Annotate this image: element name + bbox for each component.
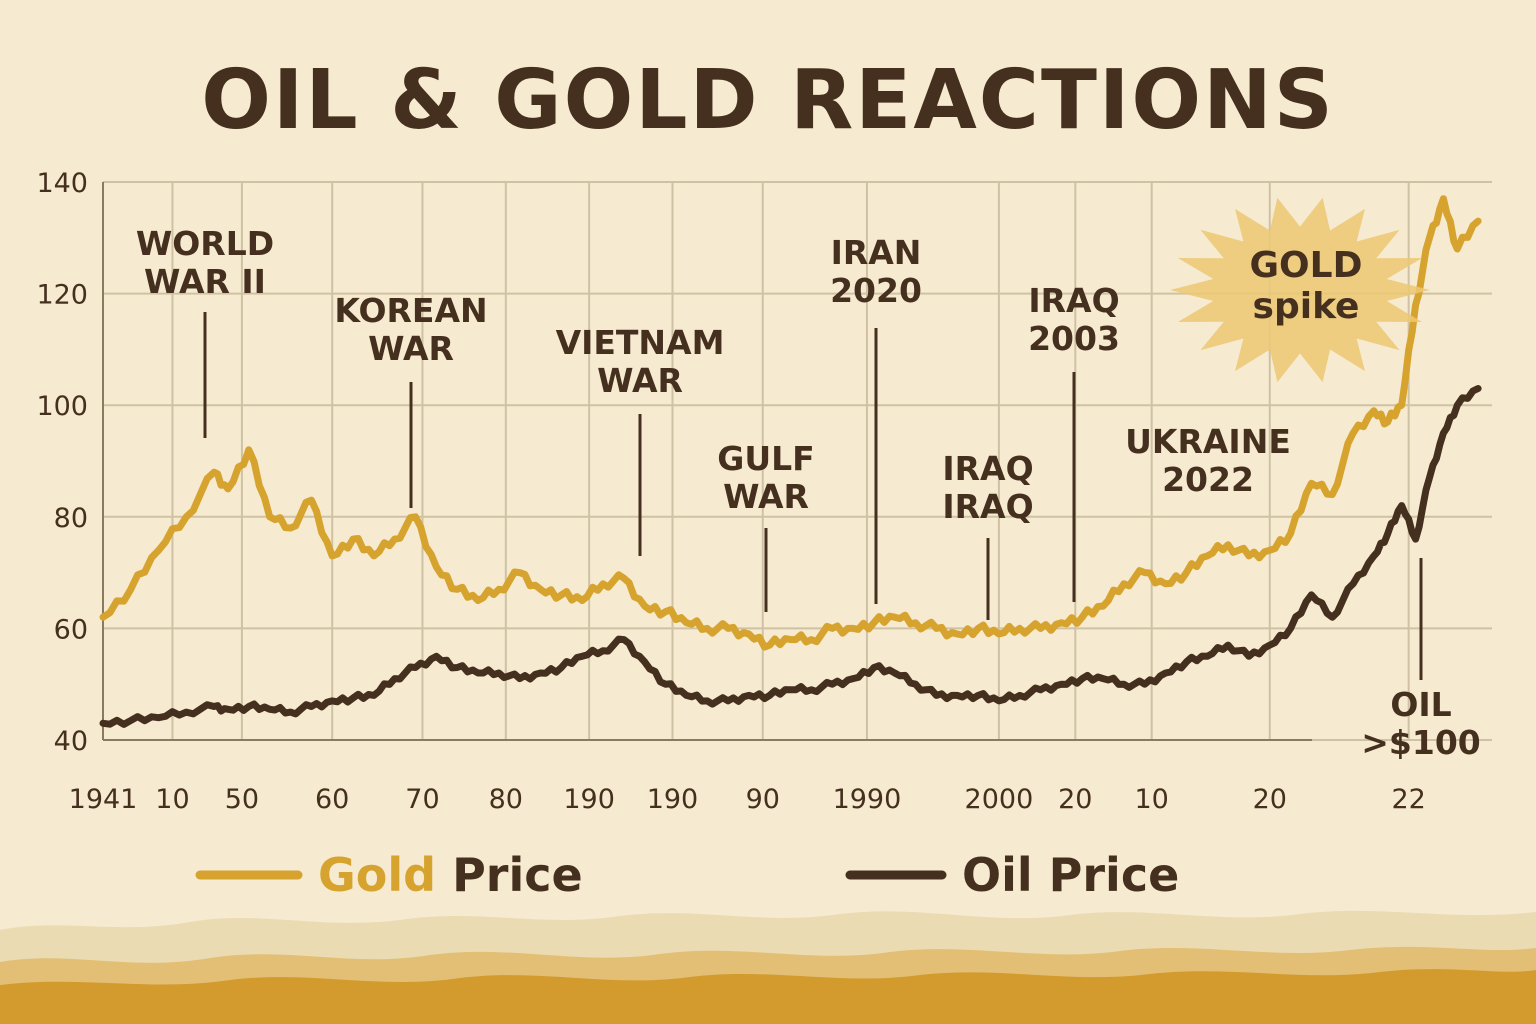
y-tick-label-3: 100 [36,391,88,422]
annotation-5: IRAQ IRAQ [942,449,1033,526]
x-tick-label-13: 20 [1253,784,1287,815]
annotation-1-line-0: KOREAN [334,291,487,330]
ground-front [0,969,1536,1024]
annotation-3-line-0: GULF [717,439,814,478]
callout-burst [1170,197,1430,383]
annotation-3: GULF WAR [717,439,814,516]
annotation-2-line-1: WAR [597,361,683,400]
x-tick-label-2: 50 [225,784,259,815]
x-tick-label-12: 10 [1135,784,1169,815]
y-tick-label-5: 140 [36,168,88,199]
y-tick-label-4: 120 [36,280,88,311]
legend-gold-label: Gold Price [318,848,583,902]
annotation-7-line-0: UKRAINE [1125,422,1291,461]
annotation-6-line-0: IRAQ [1028,281,1119,320]
legend: Gold Price Oil Price [195,848,1179,902]
annotation-8: OIL >$100 [1361,685,1481,762]
annotation-7: UKRAINE 2022 [1125,422,1291,499]
x-tick-label-14: 22 [1391,784,1425,815]
annotation-4-line-1: 2020 [830,271,922,310]
x-tick-label-3: 60 [315,784,349,815]
legend-gold-word: Gold [318,848,436,902]
callout-line-2: spike [1253,286,1360,327]
legend-oil-label: Oil Price [962,848,1179,902]
x-tick-label-1: 10 [155,784,189,815]
y-tick-label-1: 60 [54,614,88,645]
x-tick-label-5: 80 [489,784,523,815]
annotation-8-line-1: >$100 [1361,723,1481,762]
annotation-5-line-0: IRAQ [942,449,1033,488]
annotation-5-line-1: IRAQ [942,487,1033,526]
annotation-3-line-1: WAR [723,477,809,516]
annotation-1-line-1: WAR [368,329,454,368]
x-tick-label-4: 70 [405,784,439,815]
annotation-4: IRAN 2020 [830,233,922,310]
x-tick-label-9: 1990 [833,784,902,815]
chart-title: OIL & GOLD REACTIONS [201,53,1335,148]
x-tick-label-10: 2000 [965,784,1034,815]
annotation-1: KOREAN WAR [334,291,487,368]
annotation-7-line-1: 2022 [1162,460,1254,499]
annotation-0-line-0: WORLD [136,224,274,263]
annotation-2-line-0: VIETNAM [556,323,725,362]
callout-line-1: GOLD [1250,245,1363,286]
annotation-2: VIETNAM WAR [556,323,725,400]
x-tick-label-8: 90 [746,784,780,815]
decorative-ground [0,910,1536,1024]
y-axis: 40 60 80 100 120 140 [36,168,104,757]
x-tick-label-11: 20 [1058,784,1092,815]
x-tick-label-0: 1941 [69,784,138,815]
annotation-8-line-0: OIL [1390,685,1451,724]
oil-price-line [99,385,1482,728]
annotation-0: WORLD WAR II [136,224,274,301]
annotation-leaders [203,312,1423,680]
annotation-6-line-1: 2003 [1028,319,1120,358]
legend-gold-price-word: Price [436,848,583,902]
gold-spike-callout: GOLD spike [1170,197,1430,383]
annotation-0-line-1: WAR II [144,262,266,301]
y-tick-label-0: 40 [54,726,88,757]
x-tick-label-6: 190 [563,784,615,815]
x-tick-label-7: 190 [647,784,699,815]
series-layer [99,195,1482,728]
gold-price-line [99,195,1482,651]
x-axis: 1941 10 50 60 70 80 190 190 90 1990 2000 20 10 20 22 [69,739,1426,815]
y-tick-label-2: 80 [54,503,88,534]
annotation-6: IRAQ 2003 [1028,281,1120,358]
annotation-4-line-0: IRAN [831,233,922,272]
